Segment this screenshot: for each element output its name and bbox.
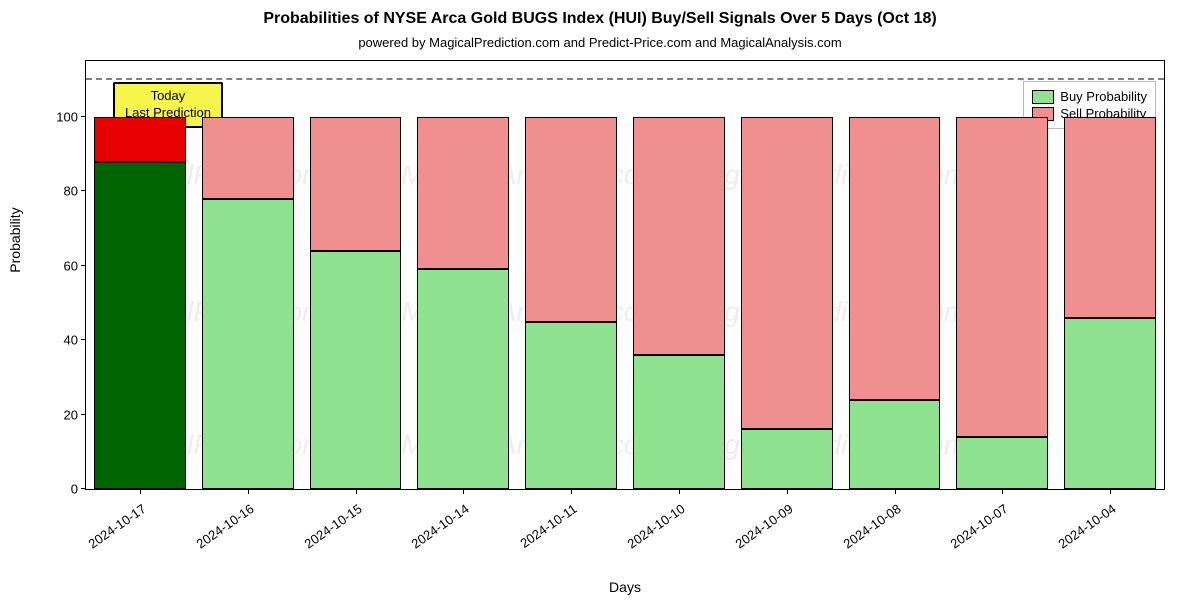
x-tick-mark (248, 489, 249, 494)
x-tick-label: 2024-10-07 (948, 501, 1011, 551)
y-tick-label: 80 (64, 184, 86, 199)
x-tick-label: 2024-10-09 (732, 501, 795, 551)
sell-bar (849, 117, 941, 400)
y-tick-mark (81, 116, 86, 117)
buy-bar (633, 355, 725, 489)
bar-group (94, 61, 186, 489)
plot-area: MagicalPrediction.com | MagicalAnalysis.… (85, 60, 1165, 490)
buy-bar (956, 437, 1048, 489)
y-tick-mark (81, 488, 86, 489)
x-tick-label: 2024-10-08 (840, 501, 903, 551)
x-tick-label: 2024-10-14 (409, 501, 472, 551)
y-axis-label: Probability (7, 207, 23, 272)
y-tick-mark (81, 339, 86, 340)
buy-bar (741, 429, 833, 489)
x-tick-label: 2024-10-04 (1056, 501, 1119, 551)
chart-subtitle: powered by MagicalPrediction.com and Pre… (0, 35, 1200, 50)
y-tick-mark (81, 190, 86, 191)
buy-bar (849, 400, 941, 489)
y-tick-mark (81, 414, 86, 415)
x-tick-mark (571, 489, 572, 494)
buy-bar (1064, 318, 1156, 489)
x-tick-mark (356, 489, 357, 494)
buy-bar (417, 269, 509, 489)
x-tick-mark (140, 489, 141, 494)
chart-title: Probabilities of NYSE Arca Gold BUGS Ind… (0, 10, 1200, 28)
x-tick-mark (463, 489, 464, 494)
buy-bar (202, 199, 294, 489)
x-tick-label: 2024-10-15 (301, 501, 364, 551)
x-tick-mark (895, 489, 896, 494)
y-tick-label: 40 (64, 333, 86, 348)
x-tick-label: 2024-10-10 (624, 501, 687, 551)
x-tick-mark (1110, 489, 1111, 494)
bar-group (1064, 61, 1156, 489)
bar-group (525, 61, 617, 489)
x-tick-mark (1002, 489, 1003, 494)
y-tick-label: 60 (64, 258, 86, 273)
y-tick-mark (81, 265, 86, 266)
bar-group (417, 61, 509, 489)
buy-bar (310, 251, 402, 489)
y-tick-label: 20 (64, 407, 86, 422)
sell-bar (310, 117, 402, 251)
x-axis-label: Days (85, 579, 1165, 595)
bar-group (633, 61, 725, 489)
chart-wrapper: Probabilities of NYSE Arca Gold BUGS Ind… (0, 0, 1200, 600)
bar-group (849, 61, 941, 489)
sell-bar (956, 117, 1048, 437)
x-tick-label: 2024-10-17 (85, 501, 148, 551)
bar-group (202, 61, 294, 489)
buy-bar (94, 162, 186, 490)
sell-bar (417, 117, 509, 270)
buy-bar (525, 322, 617, 489)
y-tick-label: 0 (71, 482, 86, 497)
bar-group (741, 61, 833, 489)
x-tick-mark (679, 489, 680, 494)
x-tick-label: 2024-10-16 (193, 501, 256, 551)
sell-bar (633, 117, 725, 355)
x-tick-mark (787, 489, 788, 494)
bar-group (956, 61, 1048, 489)
x-tick-label: 2024-10-11 (517, 501, 579, 551)
sell-bar (525, 117, 617, 322)
sell-bar (741, 117, 833, 430)
bar-group (310, 61, 402, 489)
sell-bar (202, 117, 294, 199)
sell-bar (94, 117, 186, 162)
y-tick-label: 100 (56, 109, 86, 124)
sell-bar (1064, 117, 1156, 318)
